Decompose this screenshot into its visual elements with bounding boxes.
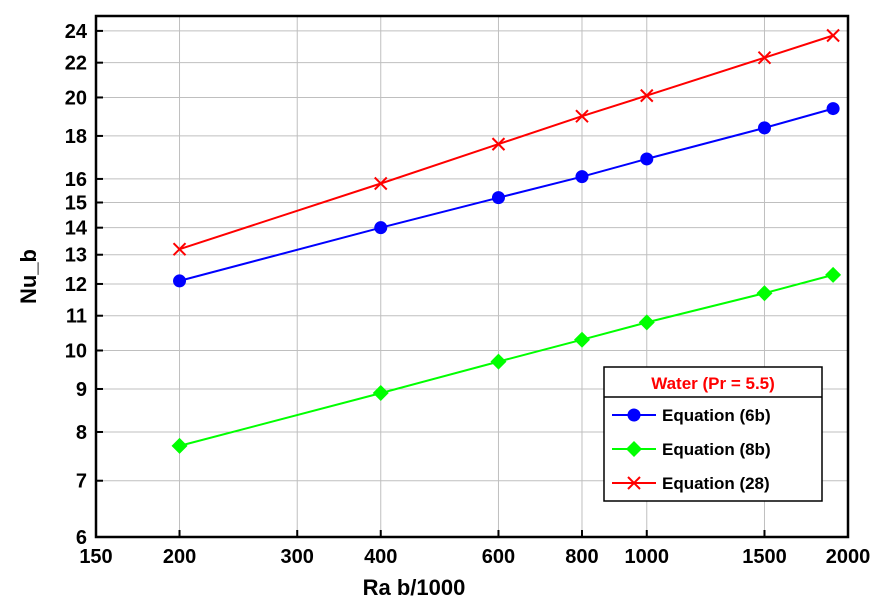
y-tick-label: 9 xyxy=(76,379,87,401)
y-tick-label: 22 xyxy=(65,53,87,75)
x-tick-label: 400 xyxy=(364,546,397,568)
legend-items: Equation (6b) Equation (8b) Equation (28) xyxy=(612,406,771,493)
data-point-circle xyxy=(491,191,505,205)
legend-item: Equation (6b) xyxy=(612,406,771,425)
y-tick-label: 10 xyxy=(65,341,87,363)
data-point-circle xyxy=(757,121,771,135)
series-equation-28 xyxy=(172,28,840,256)
legend-box xyxy=(603,366,823,502)
y-tick-label: 12 xyxy=(65,274,87,296)
y-tick-label: 8 xyxy=(76,422,87,444)
legend-item: Equation (8b) xyxy=(612,440,771,459)
y-tick-label: 18 xyxy=(65,126,87,148)
data-point-x xyxy=(172,242,187,256)
data-point-x-stroke xyxy=(757,51,772,65)
plot-frame xyxy=(94,14,850,539)
x-axis-title: Ra b/1000 xyxy=(363,575,466,600)
x-tick-label: 800 xyxy=(565,546,598,568)
data-point-x-stroke xyxy=(374,176,388,191)
y-tick-label: 16 xyxy=(65,169,87,191)
data-point-x-stroke xyxy=(826,28,840,43)
data-point-circle xyxy=(826,102,840,116)
data-point-x-stroke xyxy=(575,109,589,123)
y-axis-title: Nu_b xyxy=(16,249,41,304)
data-point-x-stroke xyxy=(640,88,654,103)
y-tick-label: 24 xyxy=(65,21,88,43)
x-tick-label: 300 xyxy=(281,546,314,568)
legend-item: Equation (28) xyxy=(612,474,770,493)
series-equation-6b xyxy=(173,102,840,288)
y-tick-label: 15 xyxy=(65,192,87,214)
data-point-diamond xyxy=(756,285,773,302)
legend-label: Equation (6b) xyxy=(662,406,771,425)
data-point-x-stroke xyxy=(627,476,641,490)
y-tick-label: 6 xyxy=(76,527,87,549)
data-point-diamond xyxy=(638,314,655,331)
data-point-diamond xyxy=(626,441,642,457)
x-tick-label: 200 xyxy=(163,546,196,568)
data-point-diamond xyxy=(372,385,389,402)
legend-title: Water (Pr = 5.5) xyxy=(651,374,775,393)
data-point-x xyxy=(374,176,388,191)
data-point-x xyxy=(575,109,589,123)
y-tick-label: 14 xyxy=(65,218,88,240)
legend-label: Equation (8b) xyxy=(662,440,771,459)
y-tick-label: 7 xyxy=(76,471,87,493)
data-point-circle xyxy=(374,221,388,235)
series-equation-8b xyxy=(171,266,842,454)
data-point-diamond xyxy=(490,353,507,370)
y-tick-label: 20 xyxy=(65,87,87,109)
data-point-x xyxy=(757,51,772,65)
series-line xyxy=(179,34,834,251)
data-point-circle xyxy=(173,274,187,288)
data-point-x xyxy=(640,88,654,103)
data-point-circle xyxy=(575,170,589,184)
data-point-x-stroke xyxy=(491,137,506,151)
legend: Water (Pr = 5.5) Equation (6b)Equation (… xyxy=(603,366,823,502)
data-point-x xyxy=(627,476,641,490)
grid xyxy=(95,16,849,538)
x-tick-label: 600 xyxy=(482,546,515,568)
series-layer xyxy=(171,28,842,454)
data-point-circle xyxy=(640,152,654,166)
x-tick-label: 1500 xyxy=(742,546,787,568)
y-tick-label: 13 xyxy=(65,245,87,267)
data-point-x xyxy=(826,28,840,43)
data-point-diamond xyxy=(573,331,590,348)
data-point-diamond xyxy=(825,266,842,283)
data-point-diamond xyxy=(171,437,188,454)
data-point-x-stroke xyxy=(172,242,187,256)
y-tick-label: 11 xyxy=(66,306,87,328)
x-tick-label: 2000 xyxy=(826,546,871,568)
axis-ticks: 150 200 300 400 600 800 1000 1500 2000 6 7 8 9 10 11 12… xyxy=(65,21,871,568)
data-point-circle xyxy=(627,408,641,422)
x-tick-label: 150 xyxy=(79,546,112,568)
x-tick-label: 1000 xyxy=(625,546,670,568)
data-point-x xyxy=(491,137,506,151)
legend-label: Equation (28) xyxy=(662,474,770,493)
